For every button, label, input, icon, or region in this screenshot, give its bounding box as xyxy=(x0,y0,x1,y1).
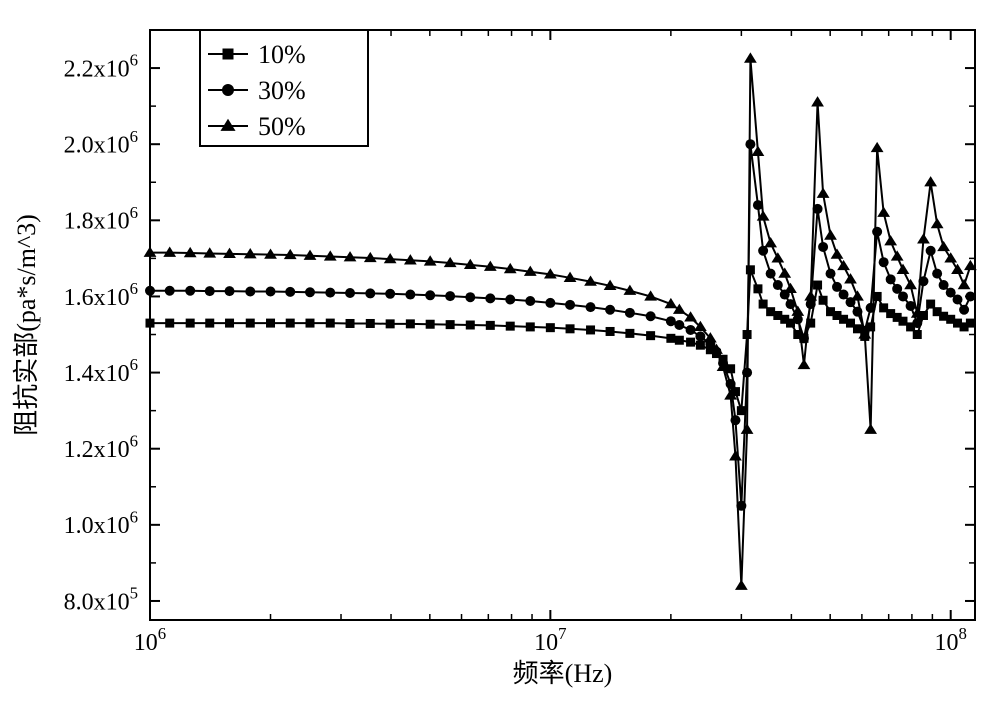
svg-text:107: 107 xyxy=(534,624,566,656)
legend-label: 50% xyxy=(258,112,306,141)
impedance-vs-frequency-chart: 1061071088.0x1051.0x1061.2x1061.4x1061.6… xyxy=(0,0,1000,720)
legend-label: 10% xyxy=(258,40,306,69)
legend-label: 30% xyxy=(258,76,306,105)
svg-text:106: 106 xyxy=(134,624,166,656)
svg-text:108: 108 xyxy=(935,624,967,656)
x-axis-label: 频率(Hz) xyxy=(513,659,613,688)
legend: 10% 30% 50% xyxy=(200,30,368,146)
y-axis-label: 阻抗实部(pa*s/m^3) xyxy=(12,214,41,436)
